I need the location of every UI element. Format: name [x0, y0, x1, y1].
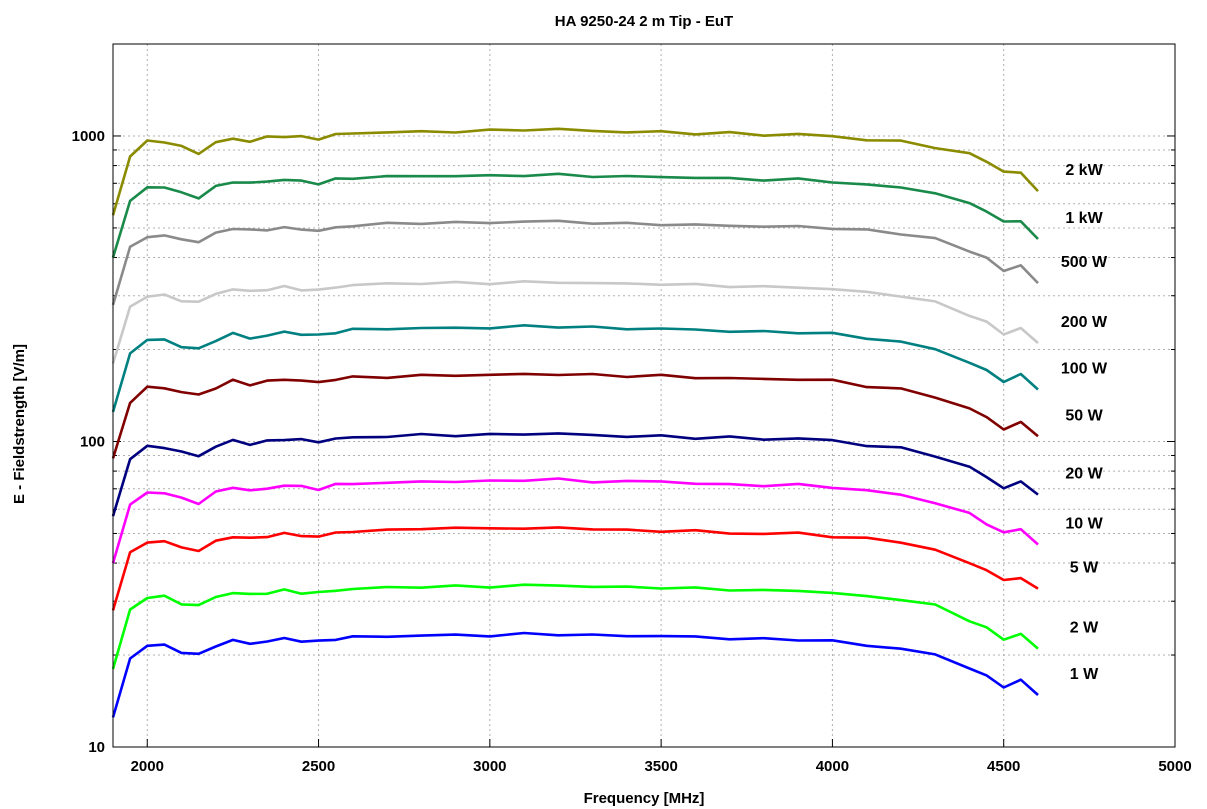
x-tick-label: 2500	[302, 758, 335, 775]
x-tick-label: 5000	[1158, 758, 1191, 775]
series-line-20-w	[111, 432, 1039, 517]
series-line-10-w	[111, 477, 1039, 564]
y-tick-label: 100	[80, 433, 105, 450]
series-label: 500 W	[1061, 254, 1108, 271]
y-tick-labels: 10 100 1000	[72, 128, 105, 756]
series-label: 1 W	[1070, 666, 1099, 683]
series-line-5-w	[111, 526, 1039, 611]
x-tick-label: 4000	[816, 758, 849, 775]
series-line-2-kw	[111, 127, 1039, 216]
series-label: 10 W	[1065, 516, 1103, 533]
series-line-500-w	[111, 219, 1039, 306]
series-label: 2 kW	[1065, 162, 1103, 179]
series-label: 5 W	[1070, 560, 1099, 577]
plot-frame	[112, 43, 1176, 748]
series-line-200-w	[111, 280, 1039, 364]
series-labels: 2 kW 1 kW 500 W 200 W 100 W 50 W 20 W 10 W 5 W 2 …	[1061, 162, 1108, 683]
chart-title: HA 9250-24 2 m Tip - EuT	[555, 13, 733, 30]
x-tick-label: 3000	[473, 758, 506, 775]
series-lines	[111, 127, 1039, 718]
series-line-2-w	[111, 583, 1039, 670]
y-axis-label: E - Fieldstrength [V/m]	[11, 344, 28, 504]
y-tick-label: 10	[88, 739, 105, 756]
series-label: 50 W	[1065, 407, 1103, 424]
y-tick-label: 1000	[72, 128, 105, 145]
series-label: 1 kW	[1065, 210, 1103, 227]
series-label: 20 W	[1065, 466, 1103, 483]
series-line-1-kw	[111, 172, 1039, 258]
x-tick-label: 2000	[131, 758, 164, 775]
series-label: 100 W	[1061, 360, 1108, 377]
x-tick-label: 3500	[644, 758, 677, 775]
series-line-100-w	[111, 324, 1039, 413]
x-tick-label: 4500	[987, 758, 1020, 775]
x-axis-label: Frequency [MHz]	[584, 790, 705, 807]
series-line-50-w	[111, 372, 1039, 459]
series-label: 200 W	[1061, 314, 1108, 331]
series-label: 2 W	[1070, 620, 1099, 637]
series-line-1-w	[111, 631, 1039, 718]
x-tick-labels: 2000 2500 3000 3500 4000 4500 5000	[131, 739, 1192, 775]
